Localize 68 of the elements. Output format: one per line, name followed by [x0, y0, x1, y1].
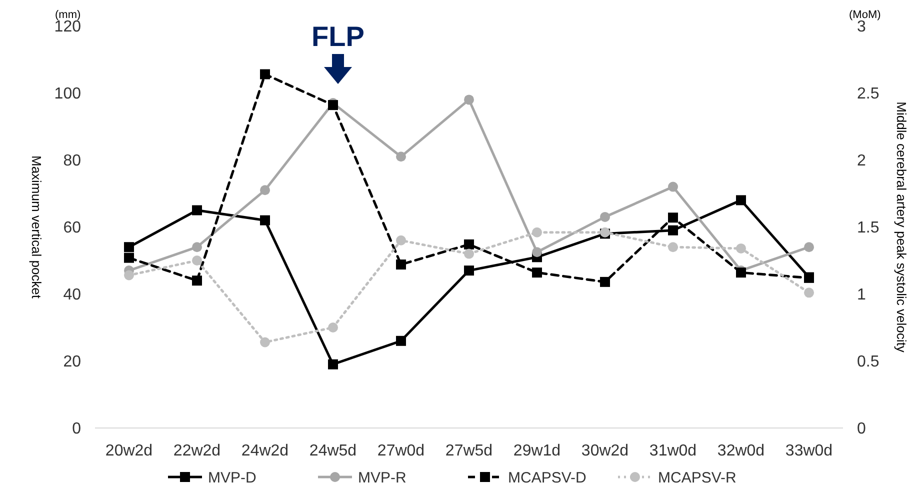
point	[668, 182, 678, 192]
x-tick-label: 32w0d	[717, 442, 765, 460]
point	[668, 225, 678, 236]
x-tick-label: 30w2d	[581, 442, 629, 460]
point	[532, 227, 542, 238]
point	[260, 185, 270, 196]
point	[192, 276, 202, 286]
point	[464, 248, 474, 259]
y-tick-label: 100	[54, 86, 82, 103]
y-tick-label: 80	[63, 152, 82, 170]
y2-axis-title: Middle cerebral artery peak systolic velocity	[894, 102, 909, 353]
y2-tick-label: 2	[857, 152, 866, 170]
y2-tick-label: 2.5	[857, 86, 880, 103]
legend-label: MCAPSV-D	[508, 469, 587, 486]
x-tick-label: 27w0d	[377, 442, 425, 460]
x-tick-label: 27w5d	[445, 442, 493, 460]
y-tick-label: 0	[72, 420, 82, 438]
y-tick-label: 60	[63, 220, 82, 237]
point	[328, 322, 338, 332]
point	[124, 270, 134, 280]
point	[260, 69, 270, 80]
point	[532, 247, 542, 258]
x-tick-label: 31w0d	[649, 442, 697, 460]
point	[328, 359, 338, 370]
y-tick-label: 40	[63, 286, 82, 304]
annotation: FLP	[312, 21, 364, 52]
x-tick-label: 22w2d	[173, 442, 221, 460]
x-tick-label: 24w2d	[241, 442, 289, 460]
point	[668, 242, 678, 252]
point	[804, 288, 814, 298]
y2-tick-label: 3	[857, 18, 866, 36]
point	[736, 195, 746, 206]
point	[124, 252, 134, 263]
y2-tick-label: 1.5	[857, 220, 880, 237]
y2-tick-label: 1	[857, 286, 866, 304]
point	[192, 256, 202, 266]
point	[532, 268, 542, 278]
point	[192, 205, 202, 216]
point	[396, 152, 406, 162]
point	[192, 242, 202, 252]
point	[736, 243, 746, 254]
point	[396, 235, 406, 246]
text: (mm)	[55, 9, 81, 21]
x-tick-label: 33w0d	[785, 442, 833, 460]
legend-label: MVP-D	[208, 469, 256, 486]
point	[464, 239, 474, 250]
point	[804, 242, 814, 252]
point	[464, 266, 474, 276]
point	[260, 337, 270, 348]
x-tick-label: 20w2d	[105, 442, 153, 460]
text: (MoM)	[849, 9, 881, 21]
x-tick-label: 24w5d	[309, 442, 357, 460]
point	[600, 276, 610, 287]
point	[396, 260, 406, 270]
y-tick-label: 20	[63, 354, 82, 371]
point	[464, 94, 474, 105]
point	[668, 212, 678, 223]
point	[260, 215, 270, 226]
x-tick-label: 29w1d	[513, 442, 561, 460]
y-tick-label: 120	[54, 18, 82, 36]
point	[600, 212, 610, 222]
point	[124, 242, 134, 252]
y-axis-title: Maximum vertical pocket	[29, 155, 44, 299]
y2-tick-label: 0	[857, 420, 866, 438]
legend-label: MVP-R	[358, 469, 406, 486]
point	[396, 336, 406, 346]
legend-label: MCAPSV-R	[658, 469, 737, 486]
y2-tick-label: 0.5	[857, 354, 880, 371]
